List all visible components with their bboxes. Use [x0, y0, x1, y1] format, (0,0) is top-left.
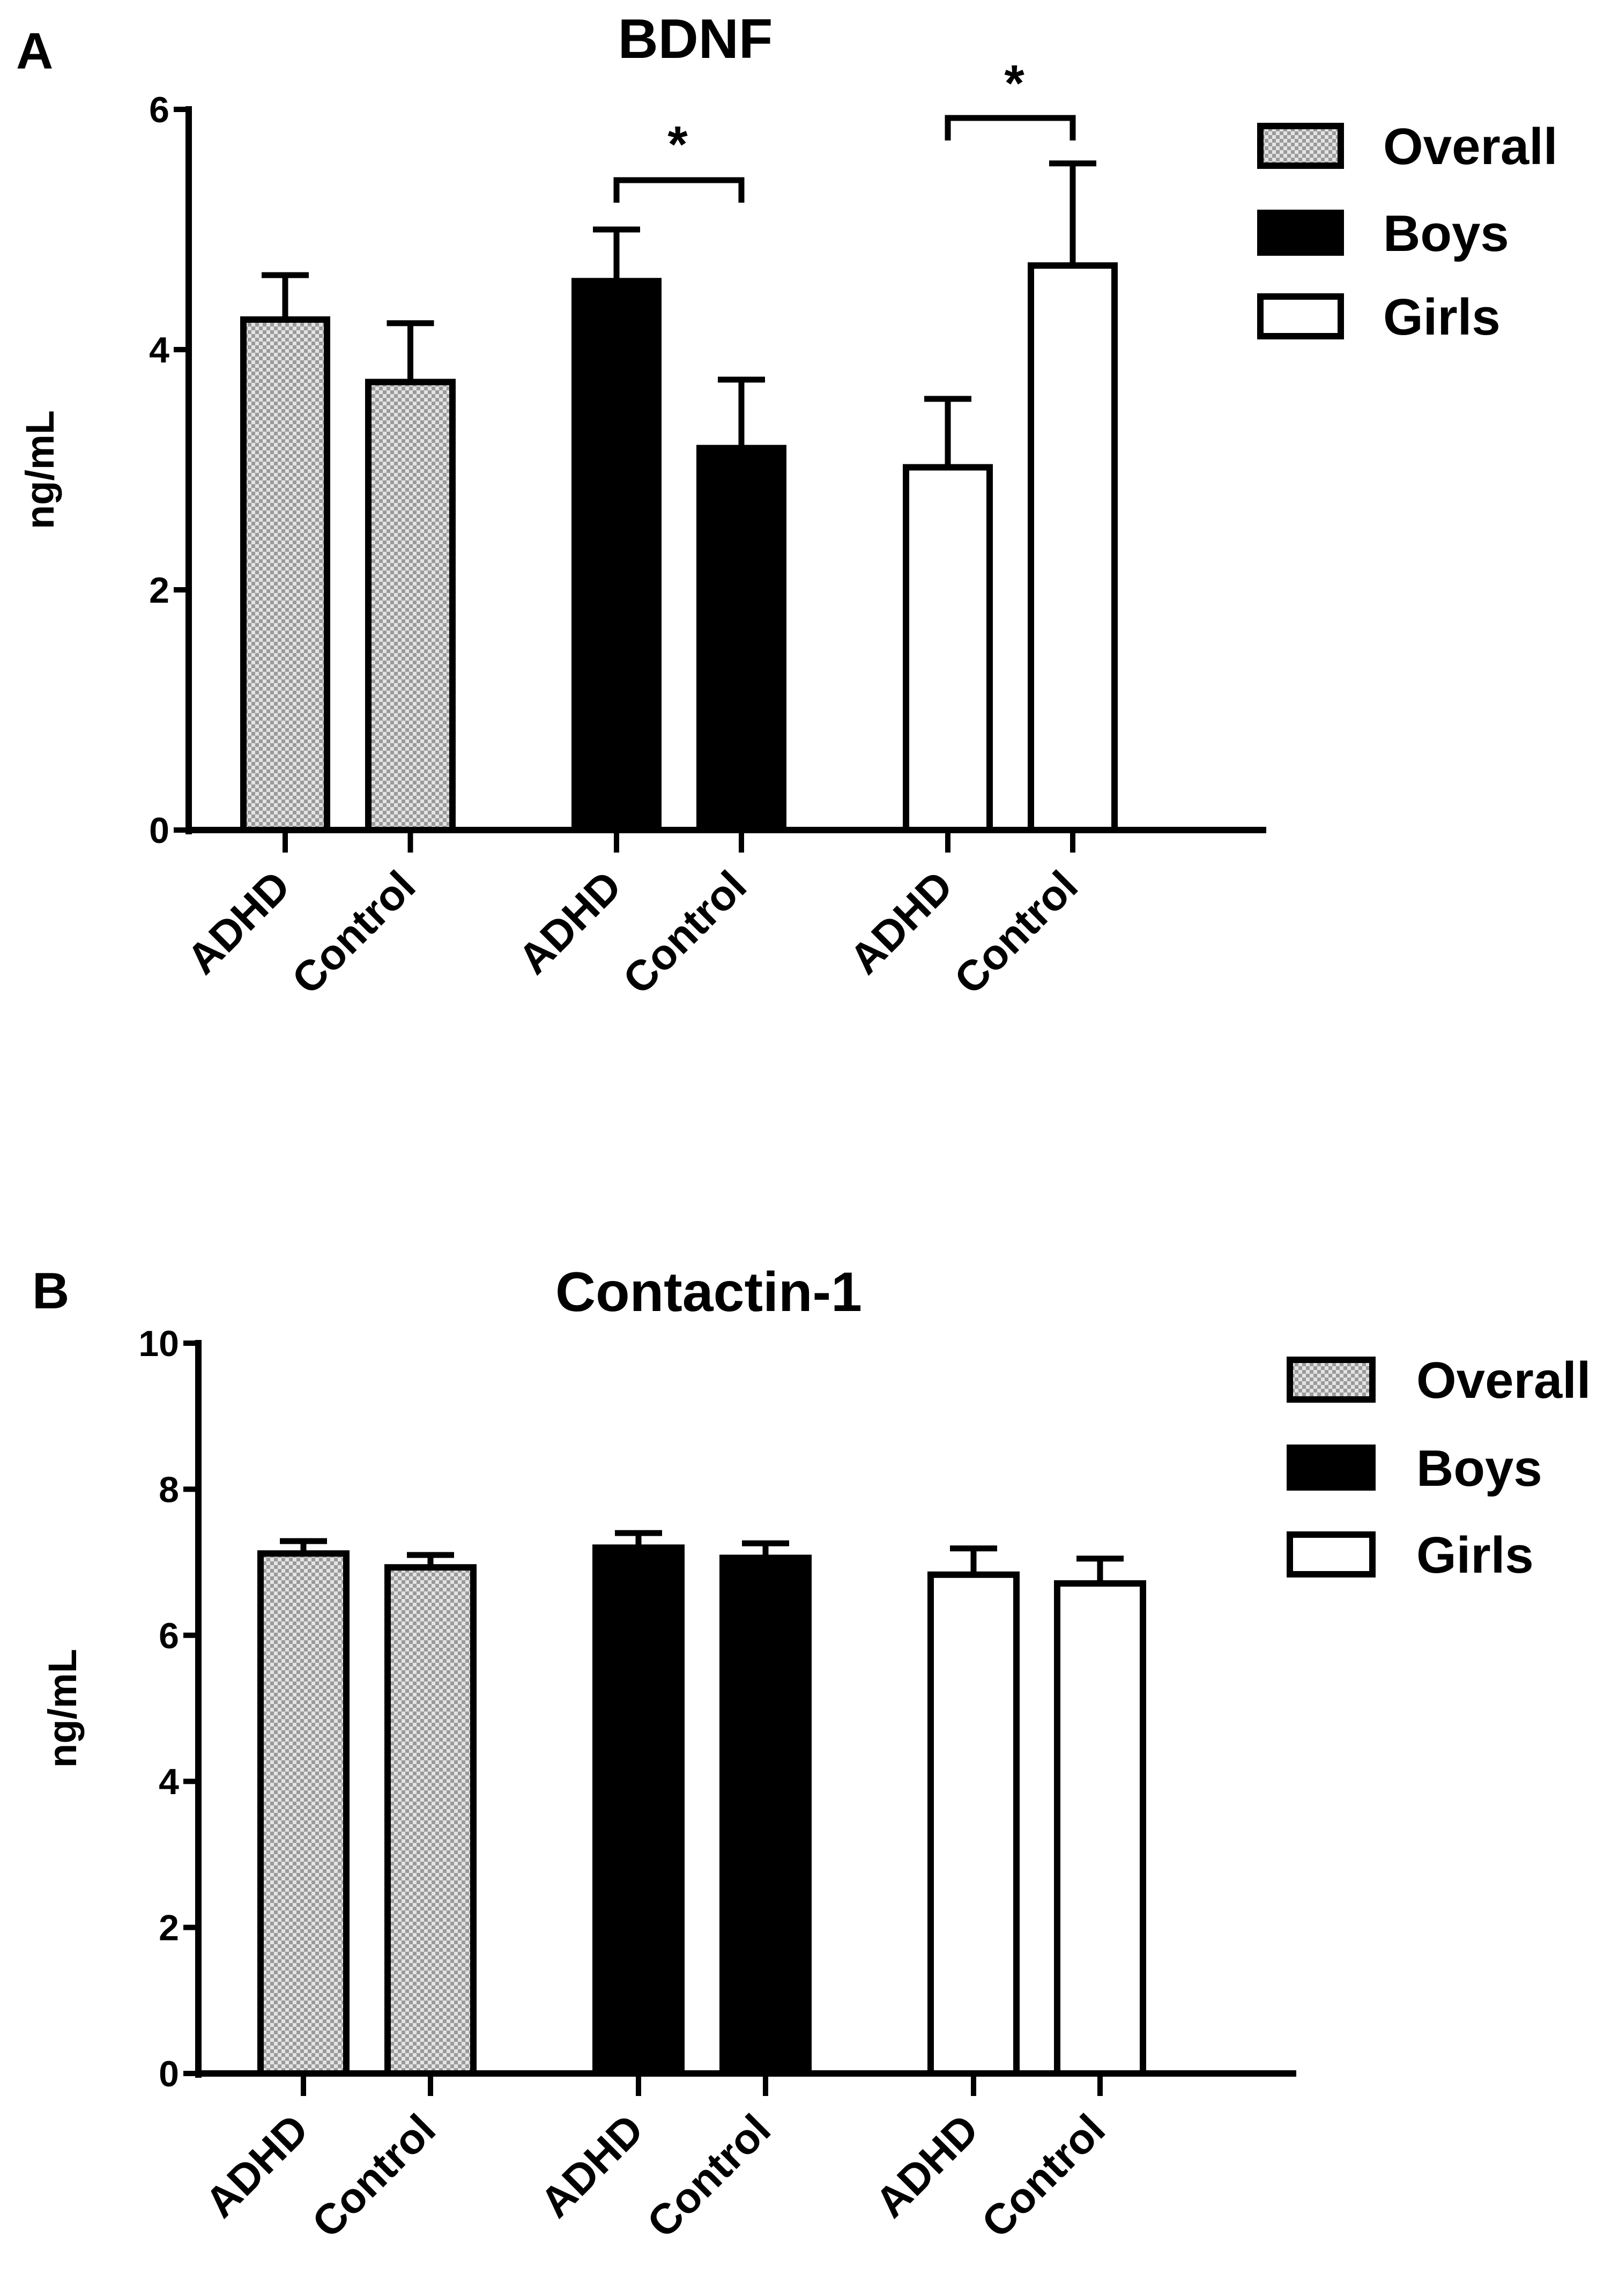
x-tick-label: Control	[614, 862, 755, 1003]
bar-boys-adhd	[592, 1544, 685, 2077]
legend-swatch-boys	[1287, 1445, 1376, 1491]
y-tick-label: 6	[149, 90, 169, 130]
bar-boys-control	[719, 1554, 812, 2077]
legend-swatch-overall	[1257, 123, 1344, 169]
bar-overall-control	[365, 379, 456, 833]
x-tick-label: ADHD	[841, 862, 962, 983]
legend-label-girls: Girls	[1383, 288, 1501, 346]
x-tick-label: Control	[283, 862, 425, 1003]
chart-title: Contactin-1	[555, 1261, 862, 1323]
x-tick-label: Control	[972, 2105, 1114, 2247]
legend-label-boys: Boys	[1383, 205, 1509, 262]
bar-girls-control	[1028, 262, 1118, 834]
x-tick-label: ADHD	[178, 862, 299, 983]
bar-overall-adhd	[240, 316, 330, 833]
x-tick-label: ADHD	[196, 2105, 317, 2226]
bar-overall-adhd	[257, 1550, 350, 2077]
x-tick-label: Control	[303, 2105, 444, 2247]
legend-swatch-girls	[1287, 1531, 1376, 1577]
x-tick-label: ADHD	[531, 2105, 652, 2226]
y-tick-label: 4	[149, 330, 169, 371]
y-tick-label: 2	[149, 570, 169, 611]
legend-swatch-overall	[1287, 1357, 1376, 1403]
y-tick-label: 0	[149, 810, 169, 851]
y-tick-label: 2	[159, 1908, 179, 1949]
bar-girls-adhd	[903, 464, 993, 833]
y-tick-label: 8	[159, 1469, 179, 1510]
bar-girls-control	[1054, 1580, 1146, 2077]
bar-boys-control	[696, 445, 786, 833]
bar-girls-adhd	[927, 1571, 1020, 2077]
significance-marker: *	[667, 116, 688, 173]
legend-label-overall: Overall	[1416, 1352, 1591, 1409]
x-tick-label: ADHD	[866, 2105, 987, 2226]
y-tick-label: 0	[159, 2054, 179, 2094]
panel-letter: B	[32, 1262, 69, 1320]
legend-label-boys: Boys	[1416, 1440, 1542, 1497]
significance-marker: *	[1004, 55, 1024, 112]
chart-title: BDNF	[618, 8, 773, 70]
y-axis-label: ng/mL	[40, 1649, 85, 1768]
y-axis-label: ng/mL	[18, 410, 62, 529]
x-tick-label: Control	[638, 2105, 779, 2247]
y-tick-label: 4	[159, 1761, 179, 1802]
legend-swatch-girls	[1257, 293, 1344, 339]
y-tick-label: 6	[159, 1616, 179, 1656]
x-tick-label: Control	[945, 862, 1087, 1003]
legend-label-overall: Overall	[1383, 118, 1558, 175]
legend-swatch-boys	[1257, 210, 1344, 256]
legend-label-girls: Girls	[1416, 1527, 1534, 1584]
panel-letter: A	[16, 23, 53, 80]
bar-overall-control	[384, 1564, 477, 2077]
bar-boys-adhd	[571, 278, 662, 833]
significance-bracket	[945, 115, 1076, 140]
y-tick-label: 10	[138, 1323, 179, 1364]
significance-bracket	[613, 177, 745, 203]
x-tick-label: ADHD	[509, 862, 630, 983]
